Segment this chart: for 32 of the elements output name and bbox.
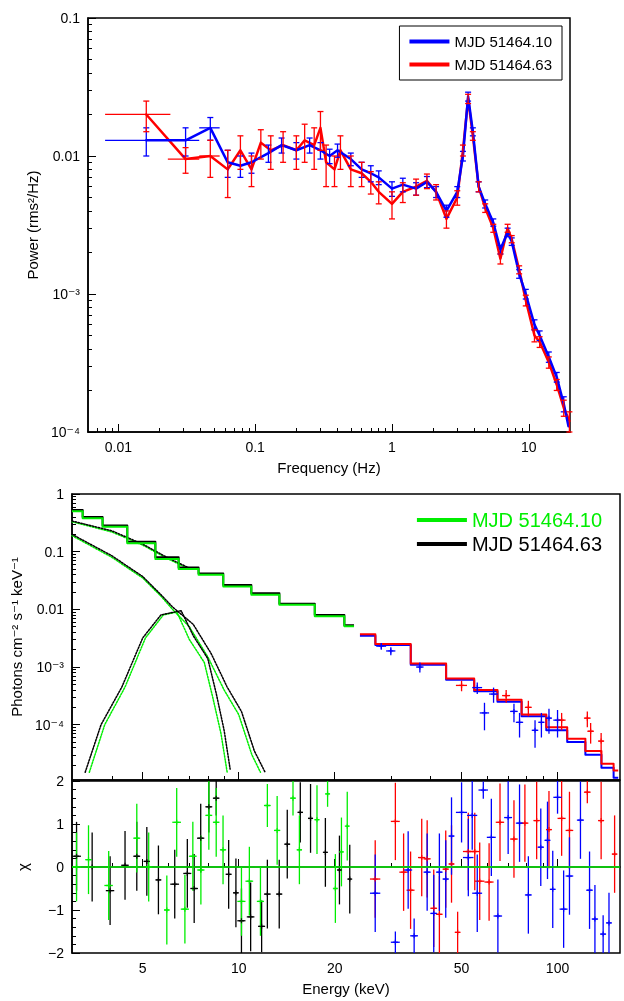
legend-label: MJD 51464.63 (471, 533, 602, 555)
y-tick-label: 0 (56, 859, 65, 875)
y-tick-label: 2 (56, 773, 65, 789)
x-tick-label: 5 (138, 960, 147, 976)
y-tick-label: 0.1 (60, 10, 81, 26)
y-tick-label: 10⁻⁴ (51, 424, 80, 440)
y-tick-label: 10⁻⁴ (35, 716, 64, 733)
x-tick-label: 20 (326, 960, 343, 976)
x-tick-label: 1 (388, 439, 397, 455)
x-tick-label: 10 (521, 439, 537, 455)
x-tick-label: 0.01 (104, 439, 133, 455)
y-tick-label: 1 (56, 816, 65, 832)
y-tick-label: −1 (48, 902, 65, 918)
y-tick-label: −2 (48, 945, 65, 961)
y-tick-label: 10⁻³ (52, 286, 81, 302)
y-tick-label: 1 (56, 486, 65, 502)
y-tick-label: 0.1 (44, 543, 65, 560)
x-tick-label: 10 (230, 960, 247, 976)
x-tick-label: 100 (545, 960, 570, 976)
y-axis-title: Photons cm⁻² s⁻¹ keV⁻¹ (8, 557, 25, 717)
y-axis-title: χ (14, 862, 31, 871)
legend-label: MJD 51464.63 (454, 56, 552, 73)
x-tick-label: 50 (453, 960, 470, 976)
y-tick-label: 10⁻³ (36, 659, 65, 676)
x-axis-title: Frequency (Hz) (277, 459, 381, 476)
x-axis-title: Energy (keV) (302, 980, 390, 997)
y-axis-title: Power (rms²/Hz) (24, 170, 42, 280)
x-tick-label: 0.1 (245, 439, 266, 455)
y-tick-label: 0.01 (52, 148, 81, 164)
legend-label: MJD 51464.10 (454, 33, 552, 50)
y-tick-label: 0.01 (36, 601, 65, 618)
legend-label: MJD 51464.10 (471, 509, 602, 531)
